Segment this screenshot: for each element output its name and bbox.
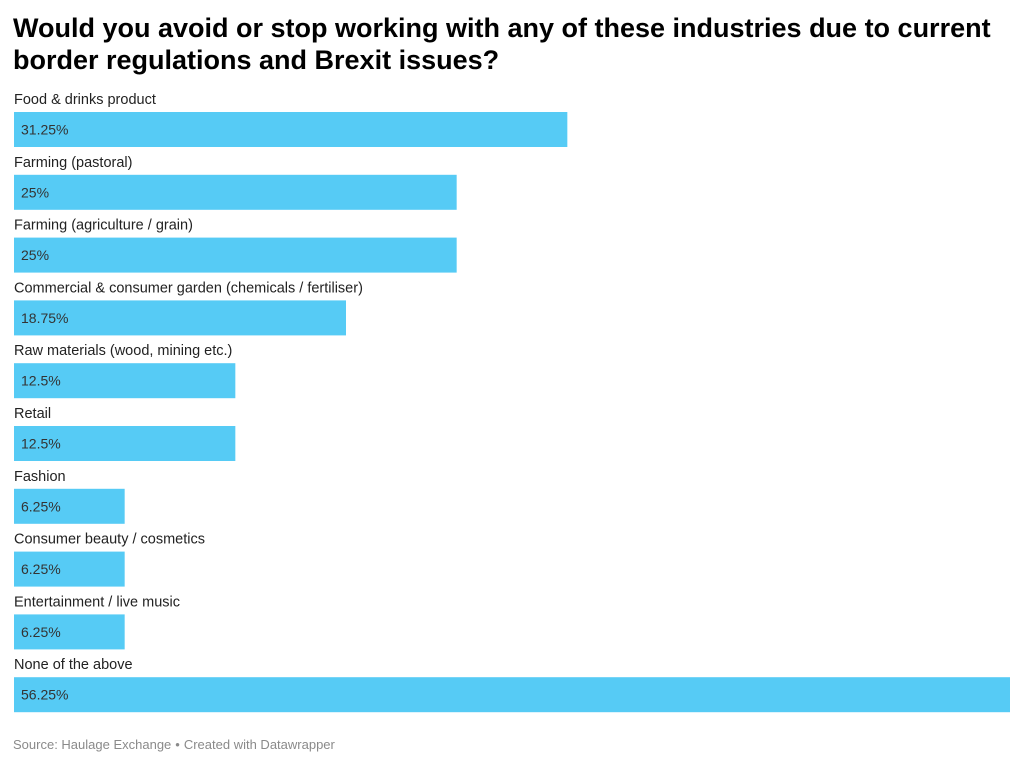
bar[interactable] (14, 112, 568, 147)
value-label: 12.5% (21, 373, 61, 389)
bar[interactable] (14, 300, 346, 336)
value-label: 25% (21, 247, 49, 263)
category-label: Food & drinks product (14, 92, 156, 108)
category-label: Retail (14, 406, 51, 422)
value-label: 56.25% (21, 687, 68, 703)
bar[interactable] (14, 363, 236, 399)
category-label: Entertainment / live music (14, 594, 180, 610)
bar[interactable] (14, 237, 457, 273)
value-label: 6.25% (21, 624, 61, 640)
value-label: 6.25% (21, 561, 61, 577)
value-label: 12.5% (21, 436, 61, 452)
category-label: Raw materials (wood, mining etc.) (14, 343, 232, 359)
bar[interactable] (14, 614, 125, 650)
category-label: None of the above (14, 657, 133, 673)
chart-footer: Source: Haulage Exchange • Created with Da… (13, 737, 335, 752)
value-label: 18.75% (21, 310, 68, 326)
credit-label[interactable]: Created with Datawrapper (183, 737, 335, 752)
value-label: 25% (21, 184, 49, 200)
value-label: 6.25% (21, 498, 61, 514)
category-label: Farming (agriculture / grain) (14, 218, 193, 234)
bar[interactable] (14, 551, 125, 587)
bar[interactable] (14, 174, 457, 210)
bar[interactable] (14, 426, 236, 461)
category-label: Fashion (14, 469, 66, 485)
source-label[interactable]: Source: Haulage Exchange (13, 737, 172, 752)
value-label: 31.25% (21, 122, 68, 138)
category-label: Farming (pastoral) (14, 155, 132, 171)
category-label: Commercial & consumer garden (chemicals … (14, 280, 363, 296)
category-label: Consumer beauty / cosmetics (14, 532, 205, 548)
chart-title: Would you avoid or stop working with any… (13, 13, 991, 75)
footer-separator: • (175, 737, 180, 752)
bar[interactable] (14, 677, 1010, 713)
bar[interactable] (14, 488, 125, 524)
